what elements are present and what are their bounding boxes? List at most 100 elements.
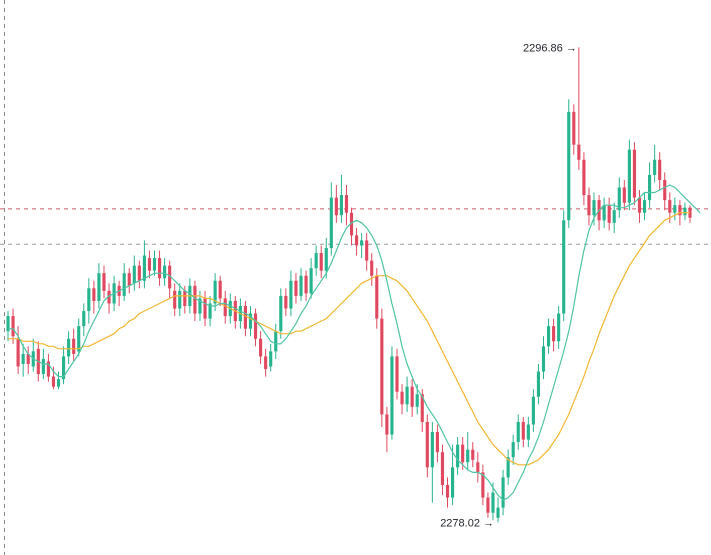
candle-body-down [445,484,450,498]
candle [531,389,535,433]
candle [491,482,495,521]
candle [334,184,338,223]
candle [284,288,288,317]
candle-body-down [203,298,207,319]
candle [173,283,177,317]
candle [11,308,15,344]
candle-body-down [375,275,379,319]
candle [430,421,434,503]
candle [31,338,35,372]
candle [546,318,551,354]
candle [324,237,328,279]
candle-body-down [264,356,268,370]
candle-body-down [668,200,672,213]
candle-body-up [67,338,71,357]
candle [683,202,687,221]
candle [380,308,384,427]
candle-body-down [259,338,263,357]
candle-body-up [430,432,434,468]
candle [425,414,429,478]
candle-body-down [380,318,384,415]
candle-body-down [147,258,152,271]
candle-body-up [592,200,596,216]
candle [51,366,56,390]
candle [67,331,71,364]
candle-body-up [132,265,136,284]
candle-body-down [168,265,172,289]
candle [26,346,30,375]
candle [203,290,207,327]
candle [445,477,450,508]
candle [264,348,268,377]
candle-body-down [410,386,414,407]
candle-body-down [370,260,374,276]
candle-body-up [299,275,303,296]
candle-body-down [663,179,667,201]
candle-body-up [501,477,505,508]
candle [72,328,76,362]
candle-body-down [476,462,480,473]
candle [658,152,662,191]
candle-body-down [107,290,111,304]
candle [193,280,197,322]
candle [602,197,606,228]
candle-body-down [72,338,76,354]
candle [6,311,10,342]
candle-body-up [289,280,293,309]
candle-body-down [435,432,439,453]
candle [511,434,515,465]
candle-body-down [461,444,465,463]
candle-body-down [607,205,611,223]
candle-body-down [127,273,131,286]
candle-body-down [400,391,404,405]
candle [274,323,278,359]
candle-body-up [97,273,101,301]
candle [294,273,298,304]
candle [77,318,81,357]
candle [481,464,485,506]
candle [233,295,237,329]
candle-body-up [329,197,333,249]
candle-body-up [77,326,81,352]
candle-body-up [279,295,283,332]
candle-body-down [243,305,248,329]
candle [213,273,217,312]
candle-body-down [304,275,308,294]
candle-body-down [385,414,389,435]
ma-fast-line [8,184,701,501]
candle [410,379,414,417]
candle [147,250,152,279]
candle-body-up [602,205,606,221]
candle [395,348,399,400]
candle-body-down [355,235,359,246]
candle-body-up [516,421,520,443]
candle-body-down [183,290,187,306]
candle-body-up [198,298,202,314]
candle-body-up [390,356,394,435]
candle [521,416,525,448]
candle-body-up [309,268,313,294]
candle [168,260,172,299]
candle [299,268,303,301]
candle [365,232,369,271]
candle [309,258,313,299]
candle [82,303,86,337]
candle-body-down [51,376,56,387]
candle [344,184,349,226]
candle [339,174,343,223]
candle-body-down [587,195,591,216]
candle-body-down [16,338,20,367]
candle-body-up [415,394,419,407]
candle-body-up [653,159,657,175]
low-price-annotation: 2278.02 → [440,517,494,529]
candle [385,406,389,453]
candle [607,197,611,231]
candle-body-up [41,358,45,375]
candle-body-down [284,295,288,309]
candle [466,432,470,470]
candle [97,263,101,309]
candle-body-up [531,396,535,425]
candle [142,240,146,289]
candle [567,99,571,228]
candle-body-down [92,288,96,301]
